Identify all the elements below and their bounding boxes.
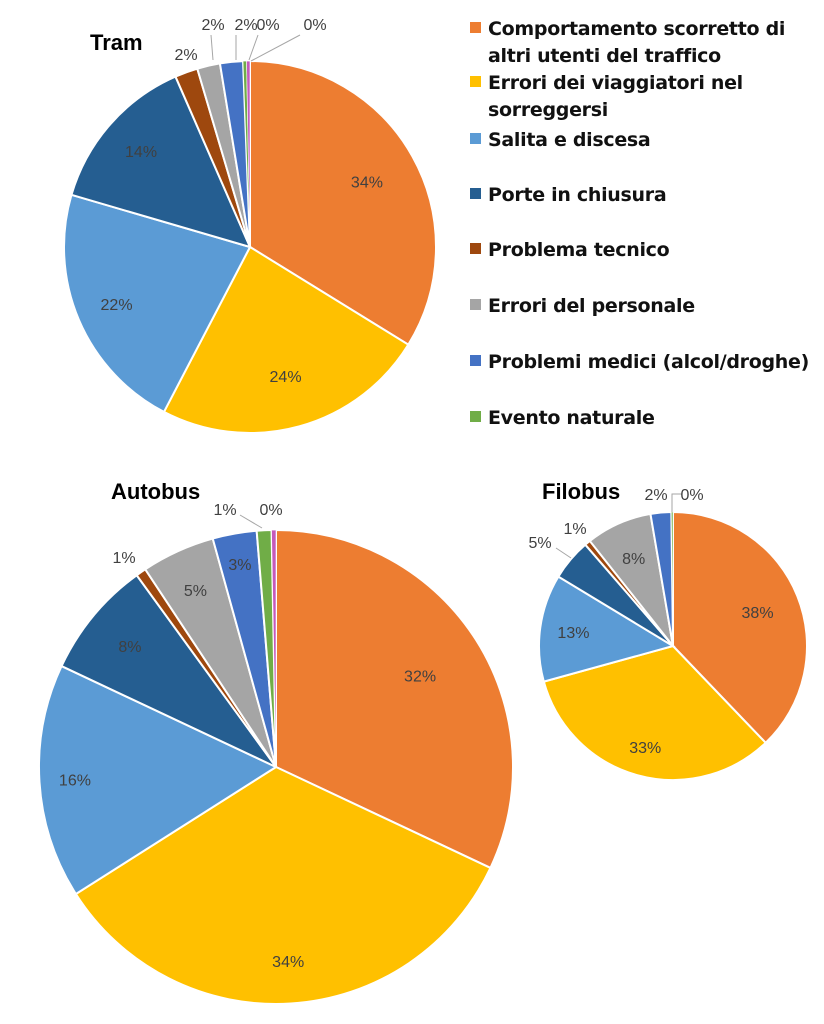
slice-filobus-2 bbox=[538, 575, 676, 683]
leader-line-filobus-7 bbox=[671, 493, 682, 512]
data-label-tram-0: 34% bbox=[351, 175, 383, 192]
data-label-filobus-4: 1% bbox=[563, 521, 586, 538]
legend-swatch-icon bbox=[470, 243, 481, 254]
slice-tram-8 bbox=[246, 60, 251, 248]
data-label-filobus-5: 8% bbox=[622, 551, 645, 568]
data-label-tram-2: 22% bbox=[101, 297, 133, 314]
legend-swatch-icon bbox=[470, 133, 481, 144]
slice-tram-3 bbox=[70, 75, 252, 249]
data-label-tram-1: 24% bbox=[270, 369, 302, 386]
pie-filobus: 38% 33% 13% 5% 1% 8% 2% 0% bbox=[528, 487, 808, 781]
slice-autobus-2 bbox=[38, 664, 279, 896]
data-label-autobus-8: 0% bbox=[259, 502, 282, 519]
slice-tram-0 bbox=[249, 59, 437, 347]
legend-label: Problema tecnico bbox=[488, 239, 670, 261]
legend-item: Evento naturale bbox=[470, 405, 818, 432]
slice-autobus-8 bbox=[271, 529, 277, 768]
slice-tram-2 bbox=[63, 193, 252, 414]
legend-swatch-icon bbox=[470, 411, 481, 422]
data-label-tram-4: 2% bbox=[174, 47, 197, 64]
leader-line-tram-7 bbox=[248, 34, 259, 61]
slice-filobus-1 bbox=[542, 644, 768, 781]
data-label-autobus-5: 5% bbox=[184, 583, 207, 600]
title-tram: Tram bbox=[90, 30, 143, 55]
leader-line-tram-8 bbox=[250, 34, 301, 62]
pie-tram: 34%24%22%14%2%2% 2%0% 0% bbox=[63, 17, 437, 434]
title-filobus: Filobus bbox=[542, 479, 620, 504]
legend-item: Problemi medici (alcol/droghe) bbox=[470, 349, 818, 376]
slice-tram-1 bbox=[162, 245, 410, 434]
legend-swatch-icon bbox=[470, 22, 481, 33]
legend-label: Problemi medici (alcol/droghe) bbox=[488, 351, 809, 373]
slice-autobus-3 bbox=[60, 573, 277, 768]
legend-item: Porte in chiusura bbox=[470, 182, 818, 209]
legend-swatch-icon bbox=[470, 76, 481, 87]
legend-label: Salita e discesa bbox=[488, 129, 651, 151]
data-label-autobus-1: 34% bbox=[272, 954, 304, 971]
legend-swatch-icon bbox=[470, 188, 481, 199]
data-label-tram-6: 2% bbox=[234, 17, 257, 34]
legend-label: Errori del personale bbox=[488, 295, 695, 317]
legend-swatch-icon bbox=[470, 299, 481, 310]
legend-label: Evento naturale bbox=[488, 407, 655, 429]
data-label-filobus-1: 33% bbox=[629, 740, 661, 757]
legend-item: Salita e discesa bbox=[470, 127, 818, 154]
data-label-tram-7: 0% bbox=[256, 17, 279, 34]
legend-item: Errori del personale bbox=[470, 293, 818, 320]
legend-label: Comportamento scorretto di altri utenti … bbox=[488, 18, 786, 67]
data-label-tram-3: 14% bbox=[125, 144, 157, 161]
data-label-autobus-6: 3% bbox=[228, 557, 251, 574]
data-label-filobus-3: 5% bbox=[528, 535, 551, 552]
data-label-filobus-0: 38% bbox=[742, 605, 774, 622]
slice-autobus-0 bbox=[275, 528, 514, 870]
legend-label: Porte in chiusura bbox=[488, 184, 667, 206]
leader-line-filobus-3 bbox=[555, 547, 572, 559]
data-label-filobus-7: 0% bbox=[680, 487, 703, 504]
slice-autobus-1 bbox=[74, 765, 492, 1005]
data-label-autobus-0: 32% bbox=[404, 669, 436, 686]
data-label-filobus-6: 2% bbox=[644, 487, 667, 504]
data-label-autobus-4: 1% bbox=[112, 550, 135, 567]
data-label-tram-5: 2% bbox=[201, 17, 224, 34]
legend-item: Comportamento scorretto di altri utenti … bbox=[470, 16, 818, 70]
leader-line-tram-5 bbox=[210, 34, 214, 61]
data-label-autobus-2: 16% bbox=[59, 773, 91, 790]
pie-autobus: 32% 34% 16% 8% 1% 5% 3% 1% 0% bbox=[38, 502, 514, 1005]
leader-line-autobus-7 bbox=[239, 514, 263, 529]
data-label-filobus-2: 13% bbox=[557, 625, 589, 642]
slice-filobus-7 bbox=[671, 511, 674, 647]
title-autobus: Autobus bbox=[111, 479, 200, 504]
slice-filobus-0 bbox=[672, 510, 808, 745]
data-label-autobus-3: 8% bbox=[118, 639, 141, 656]
legend-item: Problema tecnico bbox=[470, 237, 818, 264]
data-label-autobus-7: 1% bbox=[213, 502, 236, 519]
data-label-tram-8: 0% bbox=[303, 17, 326, 34]
legend-item: Errori dei viaggiatori nel sorreggersi bbox=[470, 70, 748, 124]
legend-label: Errori dei viaggiatori nel sorreggersi bbox=[488, 72, 743, 121]
legend-swatch-icon bbox=[470, 355, 481, 366]
